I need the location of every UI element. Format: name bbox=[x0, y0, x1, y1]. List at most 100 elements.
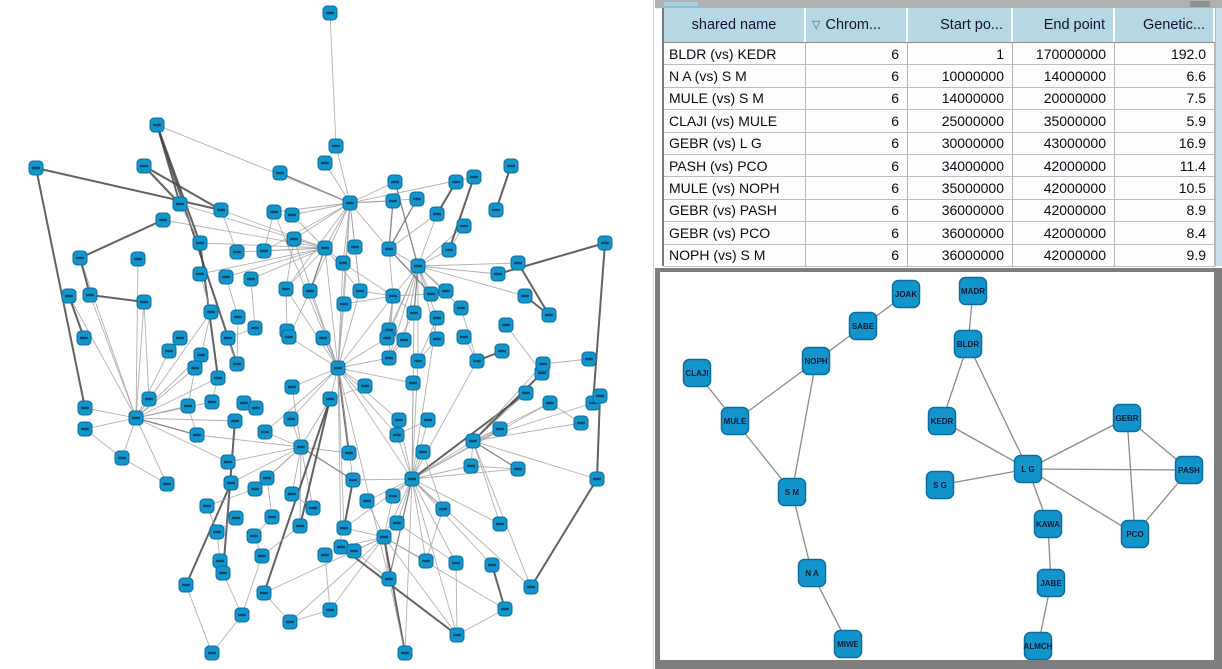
cell-value[interactable]: 6 bbox=[806, 154, 908, 178]
scrollbar-button[interactable] bbox=[1190, 1, 1210, 7]
cell-shared-name[interactable]: MULE (vs) S M bbox=[664, 87, 806, 111]
node-sabe[interactable]: SABE bbox=[848, 311, 878, 341]
overview-edge[interactable] bbox=[220, 209, 326, 249]
cell-value[interactable]: 6 bbox=[806, 244, 908, 267]
column-header-1[interactable]: ▽ Chrom... bbox=[806, 8, 908, 42]
overview-edge[interactable] bbox=[135, 417, 168, 485]
overview-edge[interactable] bbox=[250, 247, 326, 280]
overview-edge[interactable] bbox=[337, 367, 400, 421]
overview-edge[interactable] bbox=[206, 488, 256, 507]
overview-edge[interactable] bbox=[417, 265, 438, 340]
overview-edge[interactable] bbox=[596, 395, 601, 480]
overview-edge[interactable] bbox=[324, 247, 339, 369]
cell-value[interactable]: 42000000 bbox=[1013, 154, 1115, 178]
overview-edge[interactable] bbox=[230, 446, 302, 484]
cell-shared-name[interactable]: PASH (vs) PCO bbox=[664, 154, 806, 178]
detail-edge[interactable] bbox=[1027, 468, 1136, 535]
cell-value[interactable]: 8.9 bbox=[1115, 199, 1215, 223]
cell-value[interactable]: 9.9 bbox=[1115, 244, 1215, 267]
overview-edge[interactable] bbox=[411, 478, 532, 588]
overview-edge[interactable] bbox=[411, 478, 501, 525]
cell-value[interactable]: 14000000 bbox=[908, 87, 1013, 111]
overview-edge[interactable] bbox=[285, 238, 295, 290]
cell-value[interactable]: 20000000 bbox=[1013, 87, 1115, 111]
overview-edge[interactable] bbox=[264, 367, 339, 433]
overview-edge[interactable] bbox=[542, 358, 590, 365]
cell-value[interactable]: 42000000 bbox=[1013, 199, 1115, 223]
scrollbar-thumb[interactable] bbox=[663, 1, 699, 7]
overview-edge[interactable] bbox=[84, 417, 137, 430]
overview-edge[interactable] bbox=[456, 608, 506, 636]
overview-edge[interactable] bbox=[411, 465, 472, 480]
overview-edge[interactable] bbox=[293, 238, 339, 369]
overview-edge[interactable] bbox=[293, 202, 351, 240]
overview-edge[interactable] bbox=[250, 278, 256, 329]
overview-edge[interactable] bbox=[329, 12, 337, 147]
overview-edge[interactable] bbox=[135, 417, 236, 422]
overview-edge[interactable] bbox=[324, 554, 331, 611]
overview-edge[interactable] bbox=[135, 367, 196, 419]
overview-edge[interactable] bbox=[417, 265, 526, 297]
overview-edge[interactable] bbox=[411, 478, 457, 564]
overview-edge[interactable] bbox=[337, 367, 342, 548]
overview-edge[interactable] bbox=[337, 357, 390, 369]
cell-value[interactable]: 6 bbox=[806, 65, 908, 88]
node-jabe[interactable]: JABE bbox=[1036, 568, 1066, 598]
overview-edge[interactable] bbox=[396, 522, 457, 564]
table-row[interactable]: PASH (vs) PCO 6 34000000 42000000 11.4 bbox=[664, 154, 1215, 178]
node-s-g[interactable]: S G bbox=[925, 470, 955, 500]
overview-edge[interactable] bbox=[199, 247, 326, 275]
overview-edge[interactable] bbox=[225, 247, 326, 278]
overview-edge[interactable] bbox=[299, 398, 331, 527]
node-claji[interactable]: CLAJI bbox=[682, 358, 712, 388]
overview-edge[interactable] bbox=[388, 248, 394, 297]
cell-value[interactable]: 6 bbox=[806, 199, 908, 223]
overview-edge[interactable] bbox=[285, 288, 339, 369]
overview-edge[interactable] bbox=[413, 265, 419, 314]
overview-edge[interactable] bbox=[383, 536, 406, 654]
overview-edge[interactable] bbox=[337, 290, 361, 369]
table-row[interactable]: GEBR (vs) PCO 6 36000000 42000000 8.4 bbox=[664, 222, 1215, 245]
overview-edge[interactable] bbox=[411, 478, 458, 636]
table-row[interactable]: NOPH (vs) S M 6 36000000 42000000 9.9 bbox=[664, 244, 1215, 267]
overview-edge[interactable] bbox=[35, 167, 222, 211]
overview-edge[interactable] bbox=[35, 167, 86, 409]
overview-edge[interactable] bbox=[422, 451, 444, 510]
overview-edge[interactable] bbox=[89, 294, 145, 303]
overview-edge[interactable] bbox=[472, 440, 501, 525]
node-almch[interactable]: ALMCH bbox=[1024, 631, 1053, 660]
detail-edge[interactable] bbox=[939, 468, 1029, 486]
cell-shared-name[interactable]: MULE (vs) NOPH bbox=[664, 177, 806, 200]
cell-value[interactable]: 8.4 bbox=[1115, 222, 1215, 245]
overview-edge[interactable] bbox=[388, 248, 432, 295]
overview-edge[interactable] bbox=[337, 295, 394, 369]
overview-edge[interactable] bbox=[411, 402, 551, 480]
overview-edge[interactable] bbox=[121, 457, 168, 485]
overview-edge[interactable] bbox=[342, 262, 394, 297]
overview-edge[interactable] bbox=[349, 202, 390, 250]
cell-value[interactable]: 36000000 bbox=[908, 244, 1013, 267]
cell-value[interactable]: 34000000 bbox=[908, 154, 1013, 178]
node-kedr[interactable]: KEDR bbox=[927, 406, 957, 436]
cell-value[interactable]: 42000000 bbox=[1013, 222, 1115, 245]
column-header-4[interactable]: Genetic... bbox=[1115, 8, 1215, 42]
cell-value[interactable]: 14000000 bbox=[1013, 65, 1115, 88]
node-l-g[interactable]: L G bbox=[1013, 454, 1043, 484]
overview-edge[interactable] bbox=[417, 265, 499, 275]
overview-edge[interactable] bbox=[337, 367, 413, 480]
overview-edge[interactable] bbox=[289, 536, 385, 623]
cell-shared-name[interactable]: GEBR (vs) PASH bbox=[664, 199, 806, 223]
node-pco[interactable]: PCO bbox=[1120, 519, 1150, 549]
table-row[interactable]: N A (vs) S M 6 10000000 14000000 6.6 bbox=[664, 65, 1215, 88]
overview-edge[interactable] bbox=[383, 536, 506, 610]
table-row[interactable]: GEBR (vs) L G 6 30000000 43000000 16.9 bbox=[664, 132, 1215, 155]
overview-edge[interactable] bbox=[300, 446, 354, 481]
overview-edge[interactable] bbox=[388, 213, 438, 250]
overview-edge[interactable] bbox=[227, 446, 302, 463]
overview-edge[interactable] bbox=[222, 420, 236, 574]
overview-edge[interactable] bbox=[383, 478, 413, 538]
cell-value[interactable]: 36000000 bbox=[908, 199, 1013, 223]
overview-edge[interactable] bbox=[309, 290, 339, 369]
node-n-a[interactable]: N A bbox=[797, 558, 827, 588]
overview-edge[interactable] bbox=[263, 247, 326, 252]
